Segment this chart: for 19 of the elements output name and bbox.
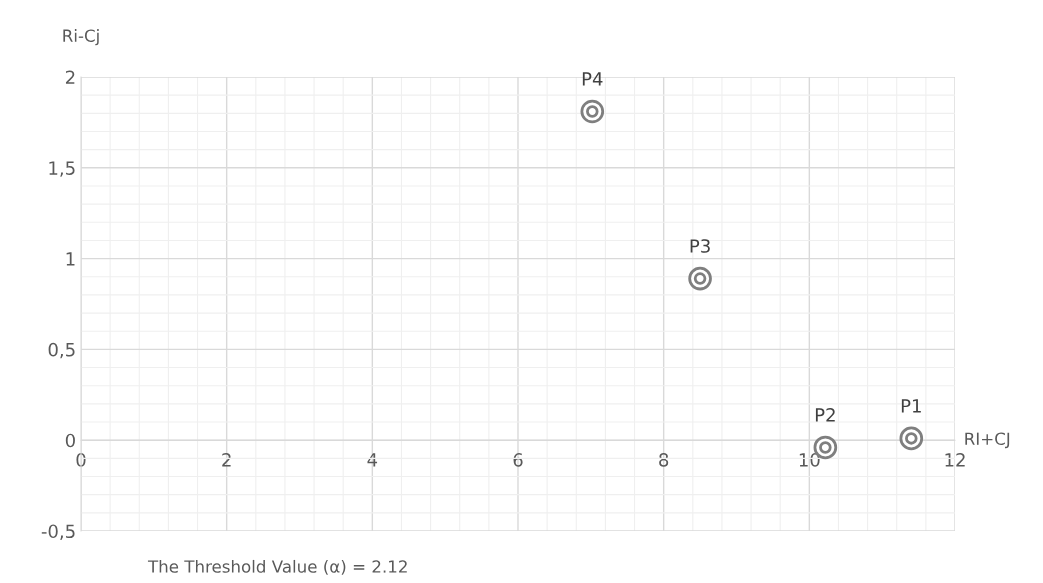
text: The Threshold Value (α) = 2.12 [147,559,407,575]
y-tick-label: 0,5 [48,342,75,359]
x-tick-label: 2 [222,453,231,467]
y-tick-label: -0,5 [41,524,75,540]
x-tick-label: 0 [76,453,86,467]
x-tick-label: 12 [945,453,965,467]
point [899,426,924,451]
x-axis-title: RI+CJ [965,432,1010,449]
y-tick-label: 2 [65,70,75,84]
y-tick-label: 1,5 [49,161,75,177]
point [688,266,712,291]
annotation: P1 [901,399,921,413]
y-tick-label: 1 [66,252,75,266]
annotation: P3 [690,239,710,253]
y-axis-title: Ri-Cj [63,29,99,46]
y-tick-label: 0 [65,433,75,448]
annotation: P4 [582,72,603,86]
point [580,99,605,124]
annotation: P2 [815,408,835,422]
